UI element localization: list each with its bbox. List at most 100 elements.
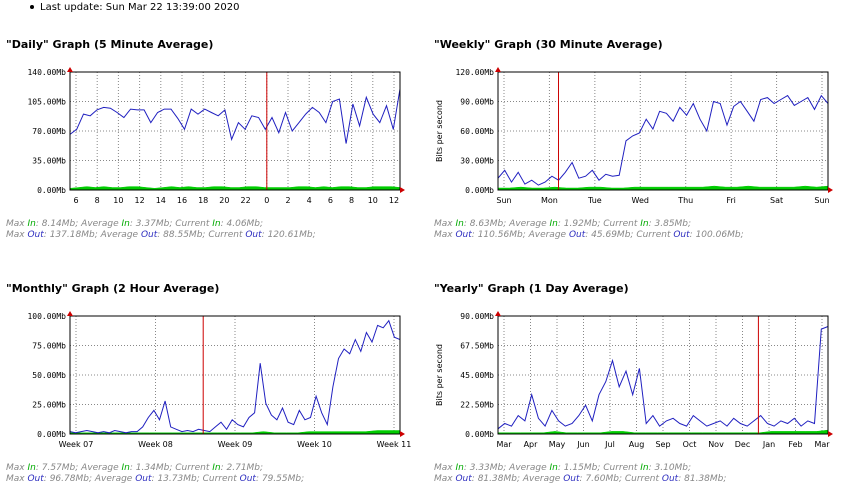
x-axis-arrow-icon	[400, 187, 405, 193]
y-tick-label: 50.00Mb	[32, 371, 66, 380]
yearly-stats-out: Max Out: 81.38Mb; Average Out: 7.60Mb; C…	[434, 474, 727, 484]
series-out-line	[497, 94, 829, 186]
series-in-area	[497, 429, 829, 435]
monthly-stats-out: Max Out: 96.78Mb; Average Out: 13.73Mb; …	[6, 474, 305, 484]
x-tick-label: 22	[241, 196, 251, 205]
yearly-stats-in: Max In: 3.33Mb; Average In: 1.15Mb; Curr…	[434, 463, 692, 473]
series-out-line	[69, 88, 401, 144]
weekly-stats-out: Max Out: 110.56Mb; Average Out: 45.69Mb;…	[434, 230, 744, 240]
plot-frame	[497, 315, 829, 435]
x-tick-label: Fri	[726, 196, 736, 205]
x-tick-label: Week 08	[138, 440, 173, 449]
y-tick-label: 0.00Mb	[465, 186, 494, 195]
y-tick-label: 90.00Mb	[460, 312, 494, 321]
x-tick-label: Jul	[604, 440, 615, 449]
x-tick-label: 4	[307, 196, 312, 205]
daily-stats-in: Max In: 8.14Mb; Average In: 3.37Mb; Curr…	[6, 219, 264, 229]
x-tick-label: 8	[349, 196, 354, 205]
last-update: Last update: Sun Mar 22 13:39:00 2020	[30, 2, 239, 13]
daily-chart: 0.00Mb 35.00Mb 70.00Mb 105.00Mb 140.00Mb 6 8 10…	[27, 67, 405, 205]
series-in-area	[69, 430, 401, 435]
x-tick-label: Mar	[814, 440, 830, 449]
series-out-line	[69, 319, 401, 434]
x-tick-label: 12	[389, 196, 399, 205]
x-tick-label: 8	[95, 196, 100, 205]
x-tick-label: Wed	[632, 196, 649, 205]
bullet-icon	[30, 5, 34, 9]
y-axis-label: Bits per second	[435, 100, 444, 162]
x-tick-label: Sun	[496, 196, 511, 205]
x-tick-label: 10	[113, 196, 123, 205]
daily-graph-panel: "Daily" Graph (5 Minute Average) 0.00Mb 3…	[0, 0, 430, 240]
y-tick-label: 30.00Mb	[460, 157, 494, 166]
y-tick-label: 35.00Mb	[32, 157, 66, 166]
series-in-area	[497, 185, 829, 191]
y-tick-label: 120.00Mb	[455, 68, 494, 77]
monthly-stats: Max In: 7.57Mb; Average In: 1.34Mb; Curr…	[6, 463, 304, 485]
x-tick-label: Apr	[524, 440, 539, 449]
x-tick-label: Tue	[587, 196, 602, 205]
x-tick-label: Thu	[677, 196, 693, 205]
y-axis-arrow-icon	[495, 311, 501, 316]
x-tick-label: 14	[156, 196, 166, 205]
x-tick-label: 12	[135, 196, 145, 205]
x-tick-label: 18	[198, 196, 208, 205]
x-tick-label: Jun	[576, 440, 590, 449]
y-tick-label: 75.00Mb	[32, 342, 66, 351]
x-tick-label: Aug	[629, 440, 645, 449]
monthly-graph-panel: "Monthly" Graph (2 Hour Average) 0.00Mb 2…	[0, 244, 430, 484]
y-tick-label: 67.50Mb	[460, 342, 494, 351]
monthly-graph-title: "Monthly" Graph (2 Hour Average)	[6, 282, 220, 295]
y-axis-arrow-icon	[67, 311, 73, 316]
x-tick-label: Week 09	[218, 440, 253, 449]
plot-frame	[69, 71, 401, 191]
daily-stats: Max In: 8.14Mb; Average In: 3.37Mb; Curr…	[6, 219, 316, 241]
y-tick-label: 22.50Mb	[460, 401, 494, 410]
y-tick-label: 45.00Mb	[460, 371, 494, 380]
y-tick-label: 0.00Mb	[465, 430, 494, 439]
series-in-area	[69, 186, 401, 191]
x-tick-label: Week 11	[377, 440, 412, 449]
x-axis-arrow-icon	[828, 431, 833, 437]
x-tick-label: Sun	[814, 196, 829, 205]
x-tick-label: Dec	[735, 440, 750, 449]
x-tick-label: Sep	[655, 440, 670, 449]
monthly-chart: 0.00Mb 25.00Mb 50.00Mb 75.00Mb 100.00Mb Week …	[27, 311, 412, 449]
weekly-graph-title: "Weekly" Graph (30 Minute Average)	[434, 38, 663, 51]
x-tick-label: 0	[264, 196, 269, 205]
x-tick-label: Mon	[541, 196, 558, 205]
y-tick-label: 140.00Mb	[27, 68, 66, 77]
y-tick-label: 100.00Mb	[27, 312, 66, 321]
y-axis-label: Bits per second	[435, 344, 444, 406]
y-axis-arrow-icon	[67, 67, 73, 72]
x-tick-label: Oct	[683, 440, 697, 449]
daily-stats-out: Max Out: 137.18Mb; Average Out: 88.55Mb;…	[6, 230, 316, 240]
weekly-stats: Max In: 8.63Mb; Average In: 1.92Mb; Curr…	[434, 219, 744, 241]
yearly-stats: Max In: 3.33Mb; Average In: 1.15Mb; Curr…	[434, 463, 726, 485]
weekly-graph-panel: "Weekly" Graph (30 Minute Average) 0.00M…	[428, 0, 858, 240]
x-tick-label: Mar	[496, 440, 512, 449]
x-axis-arrow-icon	[400, 431, 405, 437]
weekly-stats-in: Max In: 8.63Mb; Average In: 1.92Mb; Curr…	[434, 219, 692, 229]
yearly-graph-panel: "Yearly" Graph (1 Day Average) 0.00Mb 22.…	[428, 244, 858, 484]
x-tick-label: Week 10	[297, 440, 332, 449]
x-tick-label: Feb	[788, 440, 802, 449]
x-tick-label: 20	[219, 196, 229, 205]
x-axis-arrow-icon	[828, 187, 833, 193]
x-tick-label: 10	[368, 196, 378, 205]
y-tick-label: 0.00Mb	[37, 430, 66, 439]
x-tick-label: 6	[328, 196, 333, 205]
y-tick-label: 0.00Mb	[37, 186, 66, 195]
y-tick-label: 70.00Mb	[32, 127, 66, 136]
x-tick-label: Nov	[708, 440, 724, 449]
daily-graph-title: "Daily" Graph (5 Minute Average)	[6, 38, 214, 51]
y-tick-label: 60.00Mb	[460, 127, 494, 136]
yearly-chart: 0.00Mb 22.50Mb 45.00Mb 67.50Mb 90.00Mb Mar Apr…	[435, 311, 833, 449]
series-out-line	[497, 326, 829, 430]
weekly-chart: 0.00Mb 30.00Mb 60.00Mb 90.00Mb 120.00Mb Sun Mo…	[435, 67, 833, 205]
x-tick-label: 6	[73, 196, 78, 205]
x-tick-label: 2	[285, 196, 290, 205]
y-tick-label: 25.00Mb	[32, 401, 66, 410]
x-tick-label: Jan	[762, 440, 775, 449]
x-tick-label: 16	[177, 196, 187, 205]
